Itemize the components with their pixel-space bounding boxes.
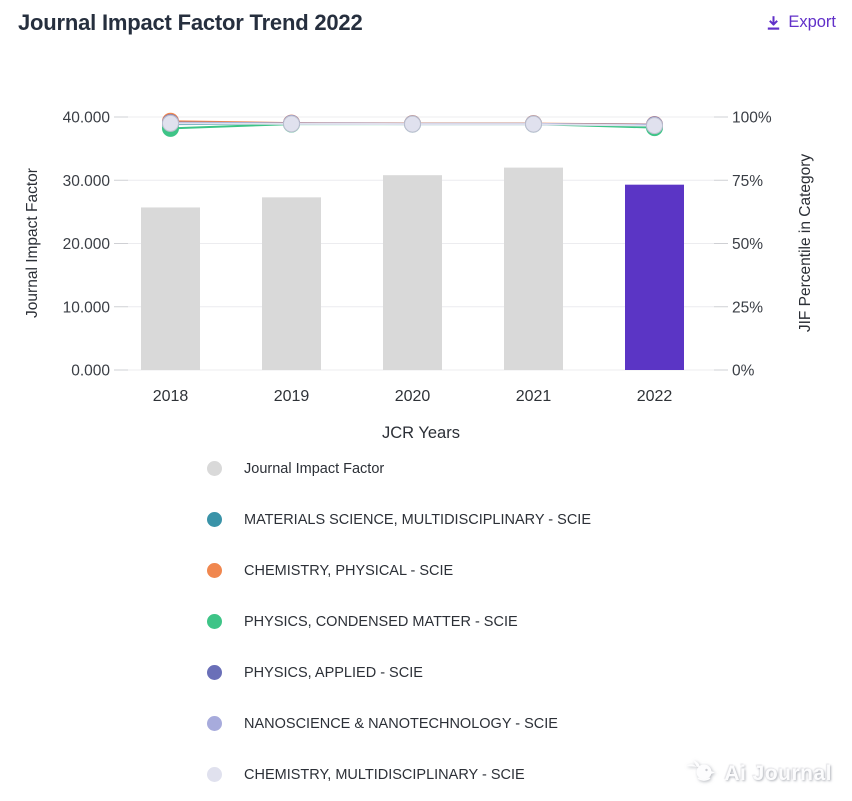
line-marker[interactable]: [404, 115, 421, 133]
legend-item-label: MATERIALS SCIENCE, MULTIDISCIPLINARY - S…: [244, 511, 592, 528]
x-axis-label-2020: 2020: [395, 388, 431, 405]
right-axis-tick-label: 0%: [732, 363, 755, 380]
export-label: Export: [788, 13, 836, 31]
legend-item[interactable]: Journal Impact Factor: [207, 443, 591, 494]
legend-dot-icon: [207, 614, 222, 629]
legend-item-label: CHEMISTRY, PHYSICAL - SCIE: [244, 562, 454, 579]
left-axis-tick-label: 0.000: [71, 363, 110, 380]
legend-dot-icon: [207, 563, 222, 578]
legend-dot-icon: [207, 716, 222, 731]
legend-item-label: PHYSICS, CONDENSED MATTER - SCIE: [244, 613, 518, 630]
right-axis-tick-label: 50%: [732, 236, 763, 253]
legend-item[interactable]: NANOSCIENCE & NANOTECHNOLOGY - SCIE: [207, 698, 591, 749]
right-axis-tick-label: 75%: [732, 173, 763, 190]
line-marker[interactable]: [525, 115, 542, 133]
legend-item[interactable]: PHYSICS, CONDENSED MATTER - SCIE: [207, 596, 591, 647]
page-title: Journal Impact Factor Trend 2022: [18, 10, 363, 35]
chart-legend: Journal Impact Factor MATERIALS SCIENCE, …: [207, 443, 591, 800]
bar-2022[interactable]: [625, 184, 684, 370]
right-axis-tick-label: 100%: [732, 110, 772, 127]
legend-item[interactable]: PHYSICS, APPLIED - SCIE: [207, 647, 591, 698]
legend-item[interactable]: CHEMISTRY, PHYSICAL - SCIE: [207, 545, 591, 596]
right-axis-tick-label: 25%: [732, 299, 763, 316]
legend-item-label: CHEMISTRY, MULTIDISCIPLINARY - SCIE: [244, 766, 525, 783]
bar-2021[interactable]: [504, 167, 563, 370]
x-axis-title: JCR Years: [382, 424, 460, 442]
left-axis-tick-label: 30.000: [63, 173, 111, 190]
bar-2020[interactable]: [383, 175, 442, 370]
legend-dot-icon: [207, 512, 222, 527]
legend-item[interactable]: MATERIALS SCIENCE, MULTIDISCIPLINARY - S…: [207, 494, 591, 545]
legend-item-label: NANOSCIENCE & NANOTECHNOLOGY - SCIE: [244, 715, 558, 732]
watermark-text: Ai Journal: [724, 761, 832, 785]
x-axis-label-2021: 2021: [516, 388, 552, 405]
legend-item[interactable]: CHEMISTRY, MULTIDISCIPLINARY - SCIE: [207, 749, 591, 800]
bird-logo-icon: [684, 758, 716, 789]
left-axis-title: Journal Impact Factor: [24, 168, 41, 318]
line-marker[interactable]: [162, 114, 179, 132]
download-icon: [766, 15, 781, 31]
right-axis-title: JIF Percentile in Category: [797, 153, 814, 333]
line-marker[interactable]: [283, 115, 300, 133]
legend-item-label: PHYSICS, APPLIED - SCIE: [244, 664, 423, 681]
legend-dot-icon: [207, 767, 222, 782]
watermark: Ai Journal: [684, 758, 832, 789]
bar-2019[interactable]: [262, 197, 321, 370]
x-axis-label-2022: 2022: [637, 388, 673, 405]
left-axis-tick-label: 20.000: [63, 236, 111, 253]
x-axis-label-2019: 2019: [274, 388, 310, 405]
legend-dot-icon: [207, 665, 222, 680]
bar-2018[interactable]: [141, 207, 200, 370]
left-axis-tick-label: 10.000: [63, 299, 111, 316]
legend-dot-icon: [207, 461, 222, 476]
line-marker[interactable]: [646, 117, 663, 135]
left-axis-tick-label: 40.000: [63, 110, 111, 127]
export-button[interactable]: Export: [766, 13, 836, 32]
x-axis-label-2018: 2018: [153, 388, 189, 405]
chart-canvas: 0.000 0% 10.000 25% 20.000 50% 30.000 75% 40.000…: [63, 110, 772, 406]
legend-item-label: Journal Impact Factor: [244, 460, 385, 477]
